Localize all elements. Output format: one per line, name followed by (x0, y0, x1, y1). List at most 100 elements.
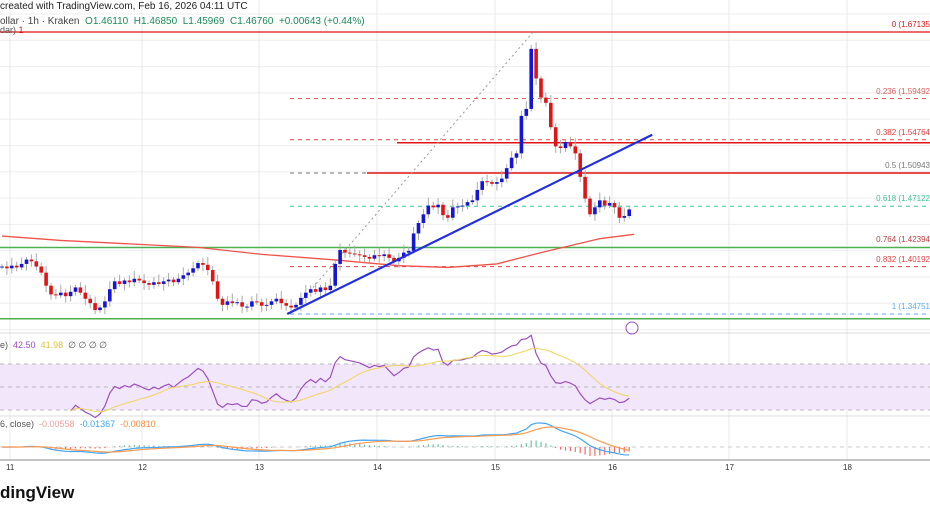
macd-signal-line (1, 426, 630, 453)
candle (387, 254, 391, 258)
candle (406, 250, 411, 253)
candle (490, 182, 494, 184)
symbol-name: ollar · 1h · Kraken (0, 16, 80, 27)
fib-level-label: 0.618 (1.47122 (876, 194, 930, 204)
candle (171, 279, 176, 283)
candle (519, 115, 524, 154)
tradingview-logo: dingView (0, 483, 75, 502)
candle (299, 297, 303, 305)
candle (112, 281, 117, 290)
candle (181, 275, 186, 279)
candle (313, 289, 318, 292)
candle (201, 263, 205, 265)
date-tick-label: 17 (725, 463, 734, 472)
rsi-ma-line (70, 348, 630, 413)
candle (220, 298, 225, 305)
candle (289, 305, 293, 308)
candle (284, 303, 288, 306)
candle (343, 249, 347, 253)
candle (446, 215, 450, 218)
rsi-extra: ∅ ∅ ∅ ∅ (68, 340, 107, 350)
candle (294, 304, 298, 308)
candle (259, 302, 264, 306)
candle (210, 270, 215, 282)
candle (441, 204, 445, 216)
candle (206, 264, 210, 271)
candle (245, 306, 249, 308)
candle (534, 48, 538, 79)
candle (411, 233, 416, 251)
candle (598, 200, 602, 208)
candle (191, 268, 195, 273)
fib-level-label: 0.236 (1.59492 (876, 86, 930, 96)
candle (235, 302, 239, 304)
fib-level-label: 0.382 (1.54764 (876, 127, 930, 137)
candle (5, 266, 9, 269)
date-tick-label: 12 (138, 463, 147, 472)
macd-hist-value: -0.00558 (39, 419, 75, 429)
candle (455, 206, 460, 208)
candle (39, 266, 43, 273)
fib-level-label: 1 (1.34751 (891, 301, 930, 311)
candle (142, 280, 146, 284)
date-tick-label: 13 (255, 463, 264, 472)
candle (416, 223, 421, 234)
candle (524, 108, 529, 116)
candle (578, 153, 582, 177)
rsi-line (70, 334, 630, 419)
candle (539, 78, 543, 98)
candle (132, 278, 137, 283)
candle (186, 272, 190, 276)
candle (500, 178, 504, 183)
candle (318, 287, 323, 292)
candle (372, 255, 377, 259)
fib-diagonal-line (289, 31, 534, 315)
credit-text: created with TradingView.com, Feb 16, 20… (0, 1, 248, 12)
candle (558, 146, 563, 149)
ohlc-open: O1.46110 (85, 16, 129, 27)
candle (73, 287, 78, 292)
candle (568, 142, 573, 147)
candle (24, 259, 29, 264)
candle (529, 48, 533, 109)
candle (215, 281, 220, 299)
candle (59, 292, 63, 296)
candle (627, 209, 631, 217)
date-tick-label: 14 (373, 463, 382, 472)
candle (10, 265, 14, 269)
candle (495, 182, 499, 184)
candle (157, 282, 161, 284)
candle (264, 304, 269, 306)
rsi-ma-value: 41.98 (40, 340, 64, 350)
macd-signal-value: -0.00810 (120, 419, 156, 429)
candle (377, 255, 382, 257)
candle (250, 301, 254, 307)
candle (436, 204, 440, 208)
candle (98, 307, 102, 311)
candle (431, 205, 435, 208)
candle (357, 254, 362, 256)
candle (88, 298, 92, 304)
candle (230, 301, 235, 304)
candle (514, 153, 519, 158)
macd-legend: 6, close) -0.00558 -0.01367 -0.00810 (0, 419, 156, 429)
candle (103, 301, 107, 308)
candle (255, 301, 259, 303)
candle (0, 266, 4, 268)
candle (470, 200, 475, 203)
candle (196, 263, 200, 269)
candle (108, 289, 112, 302)
candle (127, 280, 132, 283)
candle (269, 301, 274, 305)
candle (544, 97, 548, 103)
rsi-label: e) (0, 340, 9, 350)
candle (362, 255, 367, 257)
candle (152, 282, 156, 285)
indicator-name: dar) (0, 25, 17, 35)
candle (460, 205, 465, 207)
candle (480, 181, 484, 190)
candle (63, 292, 68, 297)
candle (402, 252, 406, 258)
candle (593, 207, 597, 215)
